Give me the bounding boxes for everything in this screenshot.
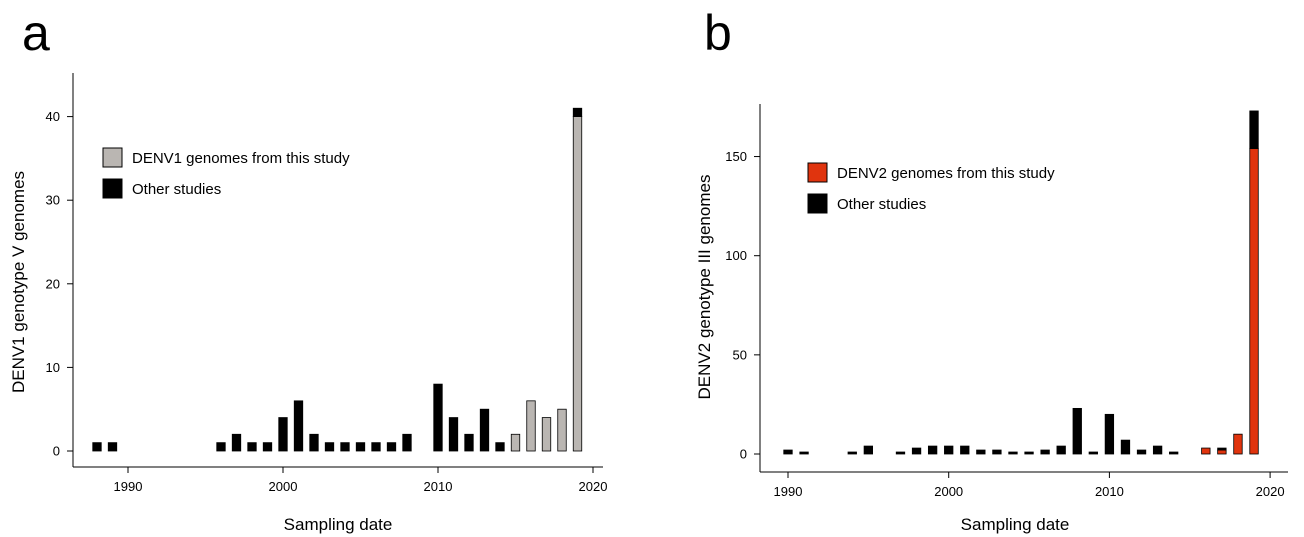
bar-this-study [1217,449,1227,455]
bar-this-study [557,408,567,452]
bar-other-studies [355,442,366,452]
y-tick-label: 150 [725,149,747,164]
bar-other-studies [386,442,397,452]
bar-other-studies [262,442,273,452]
bar-other-studies [1152,445,1163,455]
bar-other-studies [433,383,443,452]
bar-other-studies [1040,449,1050,455]
bar-other-studies [799,451,809,455]
bar-this-study [1201,447,1211,455]
bar-other-studies [402,433,412,452]
bar-other-studies [1088,451,1098,455]
bar-other-studies [464,433,474,452]
bar-other-studies [479,408,490,452]
bar-other-studies [231,433,242,452]
y-tick-label: 100 [725,248,747,263]
bar-other-studies [1008,451,1018,455]
bar-other-studies [895,451,906,455]
y-tick-label: 40 [46,109,60,124]
bar-other-studies [309,433,319,452]
panel-letter-b: b [704,5,732,61]
legend-label: Other studies [837,196,926,213]
bar-this-study [572,116,583,452]
bar-other-studies [927,445,938,455]
bar-this-study [510,433,521,452]
x-tick-label: 1990 [114,479,143,494]
bar-other-studies [1104,413,1115,455]
x-axis-title: Sampling date [284,515,393,534]
x-tick-label: 2020 [1256,484,1285,499]
bar-other-studies [1169,451,1179,455]
bar-other-studies [107,442,118,452]
bar-this-study [541,417,552,452]
bar-other-studies [863,445,873,455]
legend-swatch [807,193,828,214]
bar-other-studies [992,449,1002,455]
chart-denv2: 0 50 100 150 1990 2000 2010 2020 Sampling date DE… [695,104,1288,534]
legend-swatch [102,178,123,199]
bar-other-studies [448,417,459,452]
bar-other-studies [1217,447,1227,451]
bar-other-studies [572,107,583,117]
x-tick-label: 2000 [269,479,298,494]
y-axis-title: DENV1 genotype V genomes [9,171,28,393]
bar-this-study [1249,148,1259,455]
legend-label: DENV1 genomes from this study [132,150,350,167]
panel-letter-a: a [22,5,50,61]
bar-other-studies [1024,451,1034,455]
bar-other-studies [1056,445,1066,455]
bar-other-studies [92,442,102,452]
y-tick-label: 20 [46,276,60,291]
x-axis-title: Sampling date [961,515,1070,534]
x-tick-label: 2010 [424,479,453,494]
legend-label: Other studies [132,181,221,198]
bar-other-studies [911,447,922,455]
bar-other-studies [371,442,381,452]
legend-swatch [807,162,828,183]
bar-other-studies [293,400,304,452]
bar-other-studies [847,451,857,455]
bar-other-studies [1120,439,1131,455]
y-tick-label: 0 [53,444,60,459]
y-tick-label: 10 [46,360,60,375]
legend-swatch [102,147,123,168]
bar-other-studies [960,445,970,455]
y-tick-label: 30 [46,193,60,208]
x-tick-label: 2010 [1095,484,1124,499]
x-tick-label: 2020 [579,479,608,494]
bar-other-studies [944,445,954,455]
x-tick-label: 2000 [934,484,963,499]
bar-other-studies [247,442,257,452]
y-tick-label: 0 [740,447,747,462]
legend-label: DENV2 genomes from this study [837,165,1055,182]
bar-this-study [1233,433,1243,455]
x-tick-label: 1990 [774,484,803,499]
bar-other-studies [324,442,335,452]
bar-other-studies [1072,407,1082,455]
y-tick-label: 50 [733,347,747,362]
bar-other-studies [340,442,350,452]
bar-other-studies [278,417,288,452]
bar-other-studies [1136,449,1147,455]
y-axis-title: DENV2 genotype III genomes [695,175,714,400]
bar-other-studies [976,449,986,455]
bar-other-studies [216,442,226,452]
chart-denv1: 0 10 20 30 40 1990 2000 2010 2020 Sampling date DE… [9,73,607,534]
bar-other-studies [783,449,793,455]
bar-this-study [526,400,536,452]
bar-other-studies [495,442,505,452]
bar-other-studies [1249,110,1259,150]
